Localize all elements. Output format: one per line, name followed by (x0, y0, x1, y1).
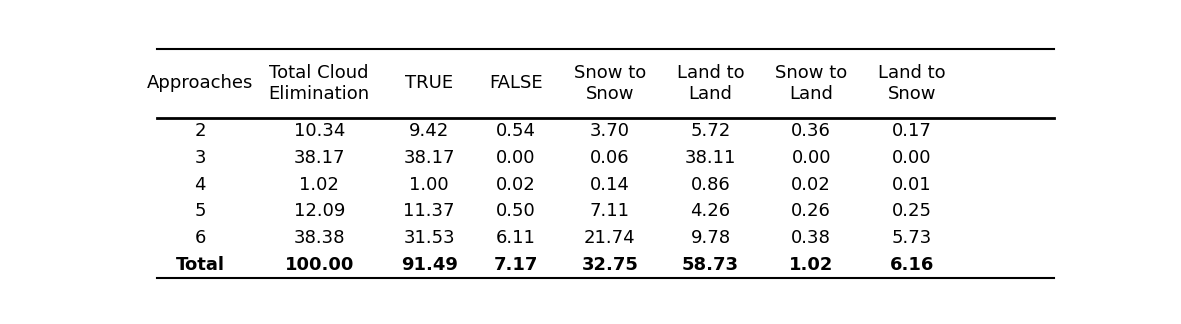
Text: 0.06: 0.06 (590, 149, 629, 167)
Text: 5: 5 (195, 202, 205, 220)
Text: 38.17: 38.17 (404, 149, 455, 167)
Text: 1.00: 1.00 (410, 176, 449, 194)
Text: 0.00: 0.00 (892, 149, 932, 167)
Text: 21.74: 21.74 (585, 229, 635, 247)
Text: 3: 3 (195, 149, 205, 167)
Text: 1.02: 1.02 (789, 256, 834, 274)
Text: 2: 2 (195, 122, 205, 140)
Text: 5.73: 5.73 (892, 229, 932, 247)
Text: 0.02: 0.02 (791, 176, 831, 194)
Text: 7.11: 7.11 (589, 202, 629, 220)
Text: 32.75: 32.75 (581, 256, 638, 274)
Text: FALSE: FALSE (489, 74, 543, 92)
Text: Total Cloud
Elimination: Total Cloud Elimination (268, 64, 370, 103)
Text: 0.01: 0.01 (892, 176, 932, 194)
Text: 1.02: 1.02 (299, 176, 339, 194)
Text: 7.17: 7.17 (494, 256, 539, 274)
Text: 4: 4 (195, 176, 205, 194)
Text: 3.70: 3.70 (589, 122, 629, 140)
Text: Snow to
Land: Snow to Land (775, 64, 847, 103)
Text: TRUE: TRUE (405, 74, 454, 92)
Text: 5.72: 5.72 (691, 122, 731, 140)
Text: 0.86: 0.86 (691, 176, 730, 194)
Text: 38.17: 38.17 (294, 149, 345, 167)
Text: 0.36: 0.36 (791, 122, 831, 140)
Text: Approaches: Approaches (148, 74, 254, 92)
Text: 38.11: 38.11 (685, 149, 736, 167)
Text: 38.38: 38.38 (294, 229, 345, 247)
Text: 0.17: 0.17 (892, 122, 932, 140)
Text: 0.00: 0.00 (791, 149, 831, 167)
Text: 0.26: 0.26 (791, 202, 831, 220)
Text: 91.49: 91.49 (400, 256, 457, 274)
Text: Land to
Land: Land to Land (677, 64, 744, 103)
Text: 0.25: 0.25 (892, 202, 932, 220)
Text: Land to
Snow: Land to Snow (877, 64, 946, 103)
Text: 12.09: 12.09 (294, 202, 345, 220)
Text: Snow to
Snow: Snow to Snow (574, 64, 646, 103)
Text: 9.78: 9.78 (691, 229, 731, 247)
Text: 0.14: 0.14 (589, 176, 629, 194)
Text: 11.37: 11.37 (404, 202, 455, 220)
Text: 6.11: 6.11 (496, 229, 536, 247)
Text: 4.26: 4.26 (691, 202, 731, 220)
Text: 0.00: 0.00 (496, 149, 536, 167)
Text: 6.16: 6.16 (889, 256, 934, 274)
Text: 0.38: 0.38 (791, 229, 831, 247)
Text: 10.34: 10.34 (294, 122, 345, 140)
Text: 31.53: 31.53 (403, 229, 455, 247)
Text: 58.73: 58.73 (681, 256, 739, 274)
Text: 6: 6 (195, 229, 205, 247)
Text: Total: Total (176, 256, 224, 274)
Text: 9.42: 9.42 (409, 122, 449, 140)
Text: 100.00: 100.00 (285, 256, 354, 274)
Text: 0.54: 0.54 (496, 122, 536, 140)
Text: 0.02: 0.02 (496, 176, 536, 194)
Text: 0.50: 0.50 (496, 202, 536, 220)
